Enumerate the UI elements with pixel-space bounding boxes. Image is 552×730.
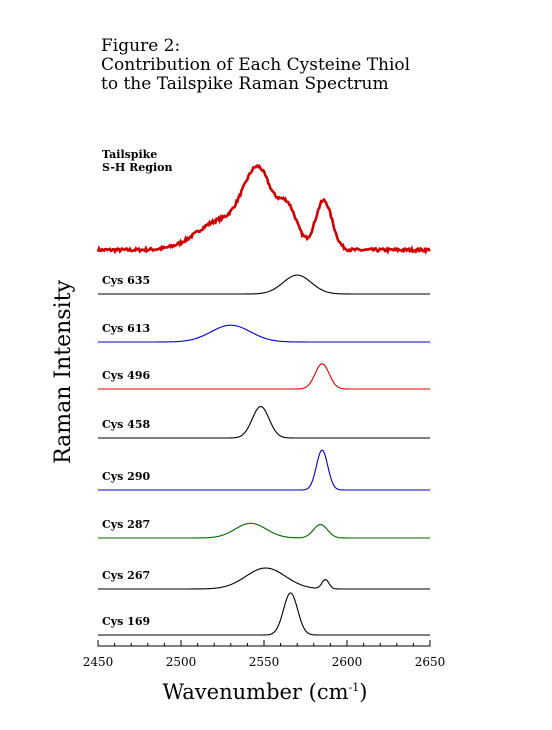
x-tick-label-2450: 2450 — [83, 655, 114, 669]
tailspike-label-line-2: S-H Region — [102, 161, 172, 174]
tailspike-label-line-1: Tailspike — [102, 148, 157, 161]
x-tick-label-2550: 2550 — [249, 655, 280, 669]
series-line-cys-635 — [98, 274, 430, 295]
series-label-cys-496: Cys 496 — [102, 369, 150, 382]
series-line-cys-287 — [98, 522, 430, 539]
title-line-3: to the Tailspike Raman Spectrum — [101, 74, 389, 94]
series-line-cys-290 — [98, 449, 430, 491]
series-label-cys-287: Cys 287 — [102, 518, 150, 531]
x-tick-label-2600: 2600 — [332, 655, 363, 669]
y-axis-label: Raman Intensity — [51, 280, 76, 464]
series-line-cys-458 — [98, 405, 430, 439]
series-label-cys-290: Cys 290 — [102, 470, 150, 483]
series-line-cys-267 — [98, 567, 430, 590]
x-tick-label-2650: 2650 — [415, 655, 446, 669]
title-line-2: Contribution of Each Cysteine Thiol — [101, 55, 411, 75]
x-tick-label-2500: 2500 — [166, 655, 197, 669]
x-axis-label-sup: -1 — [349, 681, 360, 694]
x-axis-label-close: ) — [359, 680, 367, 704]
series-line-cys-496 — [98, 363, 430, 390]
series-line-cys-613 — [98, 324, 430, 343]
figure-title: Figure 2: Contribution of Each Cysteine … — [101, 37, 410, 94]
series-layer: Cys 635 Cys 613 Cys 496 Cys 458 Cys 290 Cys 2… — [98, 274, 430, 636]
tailspike-panel: Tailspike S-H Region — [96, 148, 431, 255]
series-label-cys-635: Cys 635 — [102, 274, 150, 287]
x-axis-label: Wavenumber (cm-1) — [163, 680, 368, 704]
series-label-cys-458: Cys 458 — [102, 418, 150, 431]
x-axis: 2450 2500 2550 2600 2650 — [83, 640, 446, 669]
series-label-cys-613: Cys 613 — [102, 322, 150, 335]
series-label-cys-169: Cys 169 — [102, 615, 150, 628]
x-axis-label-main: Wavenumber (cm — [163, 680, 349, 704]
series-line-cys-169 — [98, 592, 430, 636]
series-label-cys-267: Cys 267 — [102, 569, 150, 582]
title-line-1: Figure 2: — [101, 36, 181, 56]
tailspike-spectrum-line — [96, 163, 431, 255]
